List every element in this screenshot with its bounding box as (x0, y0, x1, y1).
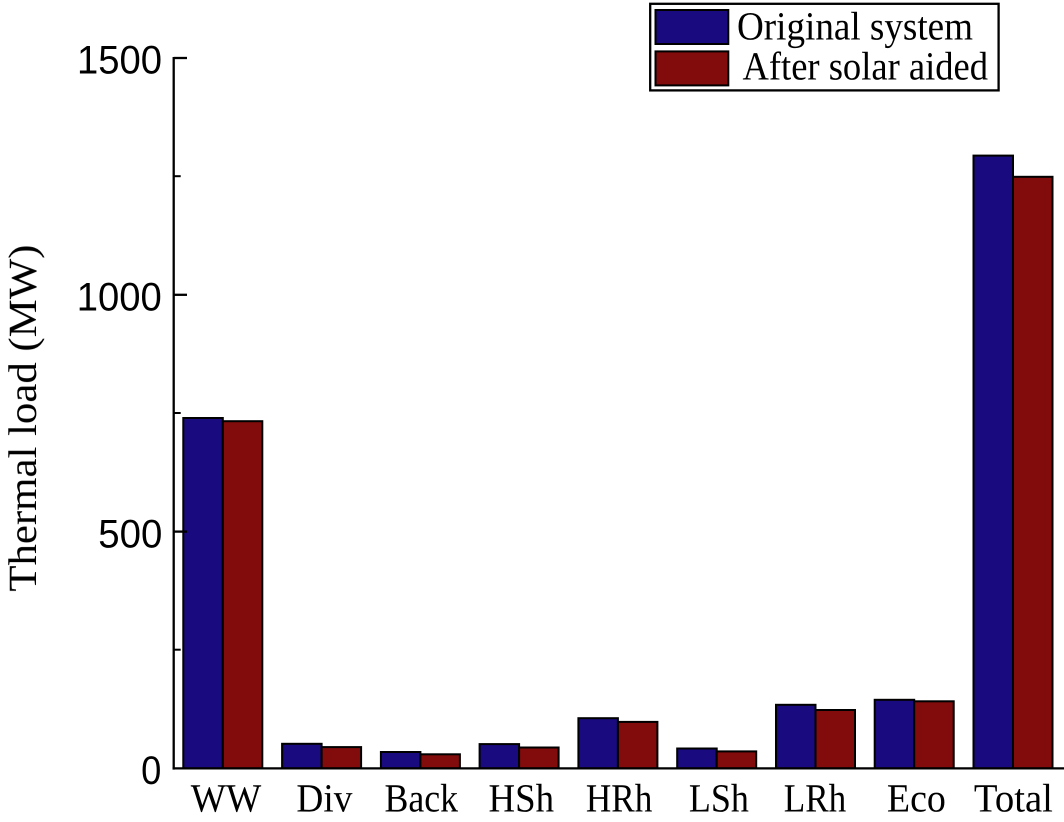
svg-text:LRh: LRh (784, 776, 847, 821)
svg-text:WW: WW (191, 776, 262, 821)
svg-text:Total: Total (974, 776, 1053, 821)
svg-text:1000: 1000 (77, 276, 162, 320)
svg-text:Div: Div (296, 776, 352, 821)
svg-text:Original system: Original system (737, 3, 973, 48)
svg-text:Back: Back (385, 776, 459, 821)
svg-text:After solar aided: After solar aided (743, 43, 989, 88)
svg-text:HRh: HRh (586, 776, 653, 821)
svg-text:LSh: LSh (689, 776, 749, 821)
svg-text:HSh: HSh (489, 776, 555, 821)
svg-text:Thermal load (MW): Thermal load (MW) (0, 245, 45, 592)
svg-text:0: 0 (141, 749, 161, 793)
svg-text:500: 500 (98, 512, 162, 556)
svg-text:Eco: Eco (887, 776, 946, 821)
svg-text:1500: 1500 (77, 39, 162, 83)
